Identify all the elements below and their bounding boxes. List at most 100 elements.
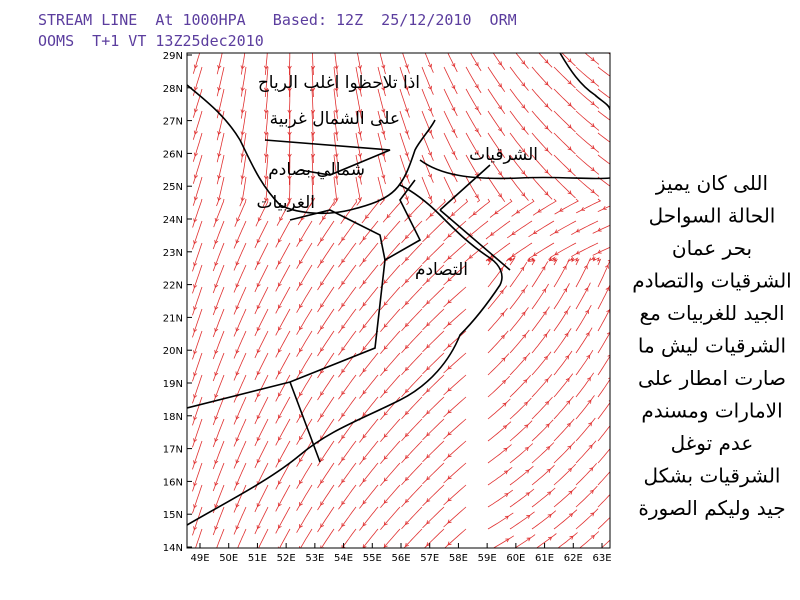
streamline (275, 220, 291, 248)
stream-arrow (614, 56, 618, 59)
lon-label: 51E (248, 553, 267, 564)
streamline (443, 110, 458, 139)
stream-arrow (277, 524, 282, 529)
streamline (355, 110, 362, 141)
stream-arrow (362, 522, 367, 527)
streamline (399, 66, 410, 96)
streamline (553, 418, 575, 442)
stream-arrow (532, 252, 538, 257)
stream-arrow (214, 459, 219, 465)
streamline (380, 374, 401, 398)
streamline (620, 67, 645, 83)
stream-arrow (320, 413, 325, 418)
stream-arrow (447, 255, 452, 260)
streamline (192, 220, 203, 250)
stream-arrow (500, 334, 505, 339)
streamline (359, 506, 379, 531)
stream-arrow (567, 445, 572, 450)
streamline (359, 242, 379, 267)
stream-arrow (263, 175, 269, 180)
streamline (425, 198, 446, 221)
streamlines (172, 53, 645, 580)
stream-arrow (193, 108, 198, 113)
side-note-line: الحالة السواحل (649, 204, 776, 228)
stream-arrow (498, 149, 502, 154)
streamline (240, 66, 247, 97)
lat-label: 29N (163, 51, 183, 62)
stream-arrow (404, 174, 409, 179)
streamline (192, 198, 203, 228)
streamline (468, 198, 491, 219)
stream-arrow (404, 152, 409, 157)
streamline (254, 264, 269, 293)
stream-arrow (406, 565, 409, 568)
stream-arrow (334, 65, 339, 70)
stream-arrow (590, 145, 595, 150)
streamline (311, 154, 314, 186)
streamline (233, 264, 247, 293)
stream-arrow (404, 108, 409, 113)
streamline (401, 330, 423, 354)
streamline (362, 528, 379, 548)
streamline (575, 395, 595, 420)
streamline (509, 352, 531, 376)
streamline (443, 352, 467, 374)
lat-label: 23N (163, 248, 183, 259)
streamline (402, 53, 410, 74)
streamline (338, 330, 357, 356)
streamline (317, 506, 335, 533)
streamline (172, 551, 180, 580)
streamline (575, 132, 600, 153)
streamline (338, 484, 357, 510)
streamline (309, 176, 314, 207)
stream-arrow (498, 105, 502, 110)
stream-arrow (383, 455, 388, 460)
streamline (487, 66, 506, 93)
coastline (419, 159, 610, 180)
streamline (317, 330, 335, 357)
stream-arrow (362, 280, 367, 285)
stream-arrow (567, 146, 572, 151)
stream-arrow (217, 174, 222, 180)
stream-arrow (214, 415, 219, 421)
streamline (399, 88, 410, 118)
streamline (487, 285, 508, 310)
stream-arrow (256, 459, 261, 464)
stream-arrow (537, 208, 542, 213)
stream-arrow (362, 500, 367, 505)
stream-arrow (334, 175, 339, 180)
stream-arrow (404, 196, 409, 201)
stream-arrow (362, 324, 367, 329)
stream-arrow (426, 476, 431, 481)
stream-arrow (193, 460, 198, 465)
streamline (233, 374, 247, 403)
stream-arrow (637, 143, 641, 146)
stream-arrow (547, 514, 552, 518)
stream-arrow (320, 325, 325, 330)
stream-arrow (214, 327, 219, 333)
stream-arrow (341, 456, 346, 462)
stream-arrow (427, 195, 432, 200)
streamline (422, 440, 445, 463)
stream-arrow (193, 196, 198, 201)
stream-arrow (217, 64, 222, 70)
streamline (357, 53, 362, 75)
lon-label: 59E (478, 553, 497, 564)
streamline (443, 308, 467, 330)
stream-arrow (193, 394, 198, 399)
streamline (575, 260, 590, 288)
stream-arrow (521, 148, 526, 153)
stream-arrow (569, 535, 574, 540)
stream-arrow (606, 331, 610, 336)
streamline (192, 462, 203, 492)
stream-arrow (426, 344, 431, 349)
streamline (275, 396, 291, 424)
stream-arrow (404, 234, 409, 239)
stream-arrow (545, 401, 550, 406)
stream-arrow (256, 283, 261, 288)
streamline (317, 462, 335, 489)
streamline (553, 509, 578, 530)
stream-arrow (277, 458, 282, 463)
streamline (575, 282, 591, 310)
stream-arrow (383, 477, 388, 482)
